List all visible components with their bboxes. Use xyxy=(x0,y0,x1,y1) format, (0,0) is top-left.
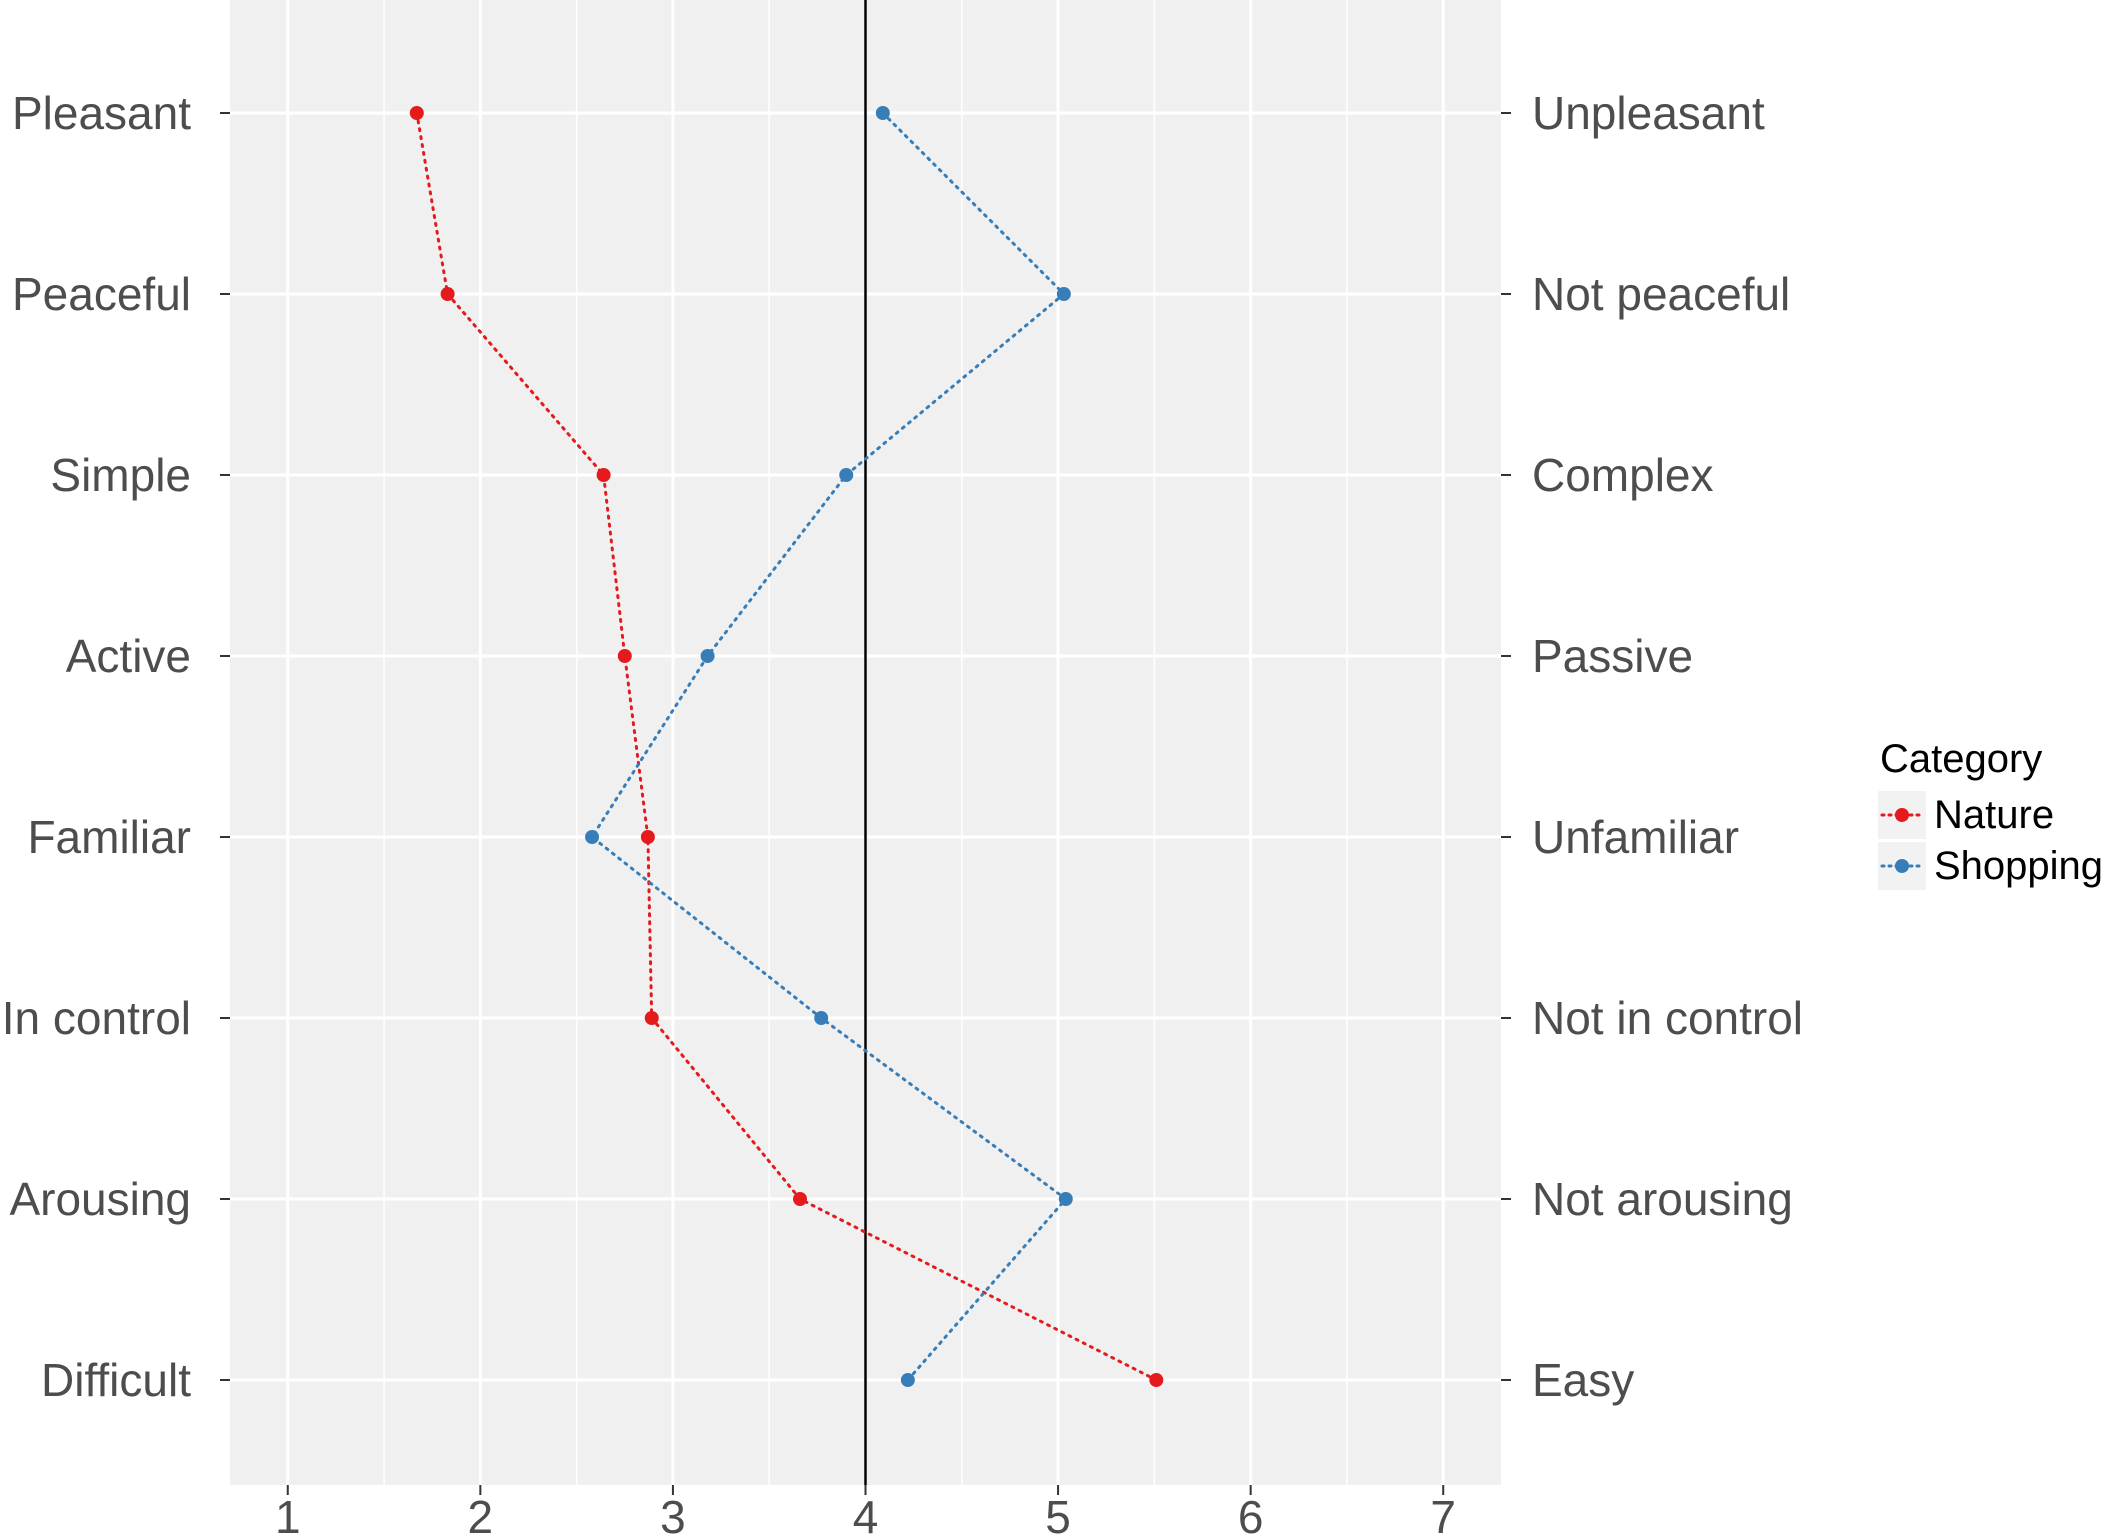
nature-point xyxy=(617,649,632,663)
shopping-point xyxy=(585,830,600,844)
series-layer xyxy=(409,106,1164,1387)
x-tick-label: 5 xyxy=(1045,1491,1071,1538)
shopping-point xyxy=(1056,287,1071,301)
x-tick-label: 6 xyxy=(1238,1491,1264,1538)
x-axis: 1 2 3 4 5 6 7 xyxy=(275,1485,1456,1538)
y-left-tick-label: Pleasant xyxy=(12,87,191,139)
y-right-tick-label: Not arousing xyxy=(1532,1173,1793,1225)
nature-point xyxy=(1149,1373,1164,1387)
y-right-tick-label: Complex xyxy=(1532,449,1714,501)
legend-label-nature: Nature xyxy=(1934,793,2054,837)
y-left-tick-label: Familiar xyxy=(27,811,191,863)
x-tick-label: 3 xyxy=(660,1491,686,1538)
nature-point xyxy=(793,1192,808,1206)
shopping-line xyxy=(590,111,1068,1382)
y-left-tick-label: Simple xyxy=(50,449,191,501)
shopping-point xyxy=(700,649,715,663)
y-left-tick-label: In control xyxy=(2,992,191,1044)
y-left-tick-label: Active xyxy=(66,630,191,682)
nature-point xyxy=(644,1011,659,1025)
legend-point-shopping xyxy=(1895,859,1909,873)
y-right-tick-label: Not peaceful xyxy=(1532,268,1790,320)
x-tick-label: 7 xyxy=(1430,1491,1456,1538)
shopping-point xyxy=(839,468,854,482)
y-axis-right: Unpleasant Not peaceful Complex Passive Unfa… xyxy=(1501,87,1803,1406)
x-tick-label: 2 xyxy=(468,1491,494,1538)
nature-point xyxy=(596,468,611,482)
legend-title: Category xyxy=(1880,737,2042,781)
nature-point xyxy=(440,287,455,301)
y-left-tick-label: Difficult xyxy=(41,1354,191,1406)
shopping-point xyxy=(814,1011,829,1025)
shopping-point xyxy=(900,1373,915,1387)
y-left-tick-label: Arousing xyxy=(9,1173,191,1225)
x-tick-label: 1 xyxy=(275,1491,301,1538)
nature-point xyxy=(640,830,655,844)
y-left-tick-label: Peaceful xyxy=(12,268,191,320)
nature-point xyxy=(409,106,424,120)
shopping-point xyxy=(1058,1192,1073,1206)
y-right-tick-label: Easy xyxy=(1532,1354,1634,1406)
y-right-tick-label: Not in control xyxy=(1532,992,1803,1044)
shopping-point xyxy=(875,106,890,120)
y-axis-left: Pleasant Peaceful Simple Active Familiar In c… xyxy=(2,87,230,1406)
nature-line xyxy=(415,111,1158,1382)
x-tick-label: 4 xyxy=(853,1491,879,1538)
y-right-tick-label: Passive xyxy=(1532,630,1693,682)
y-right-tick-label: Unpleasant xyxy=(1532,87,1765,139)
legend: Category Nature Shopping xyxy=(1878,737,2103,890)
legend-point-nature xyxy=(1895,808,1909,822)
minor-gridlines xyxy=(383,0,1348,1485)
legend-label-shopping: Shopping xyxy=(1934,844,2103,888)
y-right-tick-label: Unfamiliar xyxy=(1532,811,1739,863)
